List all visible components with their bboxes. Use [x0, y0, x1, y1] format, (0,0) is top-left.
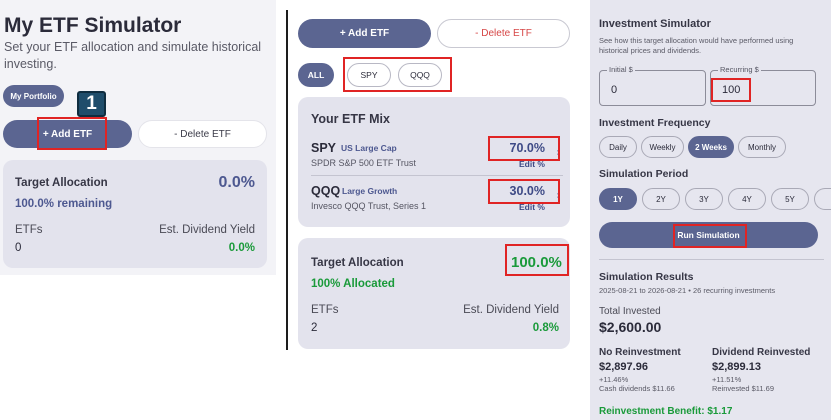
highlight-box — [488, 136, 560, 161]
dividend-reinvested-value: $2,899.13 — [712, 361, 761, 373]
etfs-count: 0 — [15, 242, 22, 254]
etf-ticker: QQQ — [311, 184, 341, 198]
dividend-yield-label: Est. Dividend Yield — [159, 224, 255, 236]
initial-amount-value: 0 — [611, 84, 618, 96]
etfs-label: ETFs — [311, 304, 339, 316]
dividend-reinvested-column: Dividend Reinvested $2,899.13 +11.51% Re… — [712, 347, 824, 393]
highlight-box — [343, 57, 452, 92]
initial-amount-field[interactable]: Initial $ 0 — [599, 65, 706, 106]
results-title: Simulation Results — [599, 271, 694, 283]
dividend-yield-value: 0.8% — [532, 322, 559, 334]
etf-mix-title: Your ETF Mix — [311, 112, 390, 126]
no-reinvestment-percent: +11.46% — [599, 375, 629, 384]
etf-category: Large Growth — [342, 186, 398, 196]
remaining-text: 100.0% remaining — [15, 198, 113, 210]
initial-amount-label: Initial $ — [607, 65, 635, 74]
dividend-reinvested-label: Dividend Reinvested — [712, 347, 811, 358]
period-more-pill[interactable] — [814, 188, 831, 210]
total-invested-value: $2,600.00 — [599, 319, 662, 335]
edit-percent-link[interactable]: Edit % — [519, 202, 545, 212]
section-divider — [599, 259, 824, 260]
panel-investment-simulator: Investment Simulator See how this target… — [590, 0, 831, 420]
period-1y[interactable]: 1Y — [599, 188, 637, 210]
simulator-title: Investment Simulator — [599, 18, 711, 30]
frequency-daily[interactable]: Daily — [599, 136, 637, 158]
highlight-box — [673, 224, 747, 248]
filter-chip-spy[interactable]: SPY — [347, 63, 391, 87]
period-label: Simulation Period — [599, 168, 689, 180]
target-allocation-card: Target Allocation 100.0% 100% Allocated … — [298, 238, 570, 349]
no-reinvestment-column: No Reinvestment $2,897.96 +11.46% Cash d… — [599, 347, 711, 393]
highlight-box — [711, 78, 751, 102]
etf-percent: 30.0% — [509, 184, 545, 198]
results-range: 2025-08-21 to 2026-08-21 • 26 recurring … — [599, 286, 776, 295]
recurring-amount-label: Recurring $ — [718, 65, 761, 74]
target-allocation-label: Target Allocation — [311, 257, 404, 269]
recurring-amount-value: 100 — [722, 84, 741, 96]
portfolio-chip[interactable]: My Portfolio — [3, 85, 64, 107]
no-reinvestment-value: $2,897.96 — [599, 361, 648, 373]
highlight-box — [505, 244, 569, 276]
etf-full-name: Invesco QQQ Trust, Series 1 — [311, 201, 427, 211]
period-2y[interactable]: 2Y — [642, 188, 680, 210]
period-3y[interactable]: 3Y — [685, 188, 723, 210]
target-allocation-value: 100.0% — [511, 254, 562, 271]
dividend-yield-label: Est. Dividend Yield — [463, 304, 559, 316]
add-etf-button[interactable]: + Add ETF — [3, 120, 132, 148]
row-divider — [311, 175, 563, 176]
run-simulation-button[interactable]: Run Simulation — [599, 222, 818, 248]
add-etf-button[interactable]: + Add ETF — [298, 19, 431, 48]
etf-percent: 70.0% — [509, 141, 545, 155]
total-invested-label: Total Invested — [599, 306, 661, 317]
period-4y[interactable]: 4Y — [728, 188, 766, 210]
period-5y[interactable]: 5Y — [771, 188, 809, 210]
frequency-weekly[interactable]: Weekly — [641, 136, 684, 158]
etf-mix-card: Your ETF Mix SPY US Large Cap SPDR S&P 5… — [298, 97, 570, 227]
etf-ticker: SPY — [311, 141, 337, 155]
simulator-description: See how this target allocation would hav… — [599, 36, 794, 55]
panel-divider — [286, 10, 288, 350]
target-allocation-value: 0.0% — [218, 174, 255, 191]
delete-etf-button[interactable]: - Delete ETF — [437, 19, 570, 48]
highlight-box — [37, 117, 107, 150]
filter-chip-all[interactable]: ALL — [298, 63, 334, 87]
app-subtitle: Set your ETF allocation and simulate his… — [4, 40, 262, 71]
recurring-amount-field[interactable]: Recurring $ 100 — [710, 65, 816, 106]
frequency-2-weeks[interactable]: 2 Weeks — [688, 136, 734, 158]
panel-empty-allocation: My ETF Simulator Set your ETF allocation… — [0, 0, 276, 275]
edit-percent-link[interactable]: Edit % — [519, 159, 545, 169]
highlight-box — [488, 179, 560, 204]
etfs-count: 2 — [311, 322, 318, 334]
no-reinvestment-label: No Reinvestment — [599, 347, 681, 358]
panel-etf-mix: + Add ETF - Delete ETF ALL SPY QQQ Your … — [290, 0, 576, 352]
etf-row-spy[interactable]: SPY US Large Cap SPDR S&P 500 ETF Trust … — [298, 135, 570, 175]
step-badge: 1 — [77, 91, 106, 117]
etf-category: US Large Cap — [341, 143, 397, 153]
reinvestment-benefit: Reinvestment Benefit: $1.17 — [599, 406, 733, 417]
frequency-monthly[interactable]: Monthly — [738, 136, 786, 158]
target-allocation-label: Target Allocation — [15, 177, 108, 189]
etfs-label: ETFs — [15, 224, 43, 236]
cash-dividends-text: Cash dividends $11.66 — [599, 384, 675, 393]
app-title: My ETF Simulator — [4, 14, 182, 37]
filter-chip-qqq[interactable]: QQQ — [398, 63, 442, 87]
delete-etf-button[interactable]: - Delete ETF — [138, 120, 267, 148]
etf-row-qqq[interactable]: QQQ Large Growth Invesco QQQ Trust, Seri… — [298, 178, 570, 218]
dividend-yield-value: 0.0% — [228, 242, 255, 254]
frequency-label: Investment Frequency — [599, 117, 711, 129]
target-allocation-card: Target Allocation 0.0% 100.0% remaining … — [3, 160, 267, 268]
dividend-reinvested-percent: +11.51% — [712, 375, 742, 384]
etf-full-name: SPDR S&P 500 ETF Trust — [311, 158, 416, 168]
allocated-text: 100% Allocated — [311, 278, 395, 290]
reinvested-text: Reinvested $11.69 — [712, 384, 774, 393]
